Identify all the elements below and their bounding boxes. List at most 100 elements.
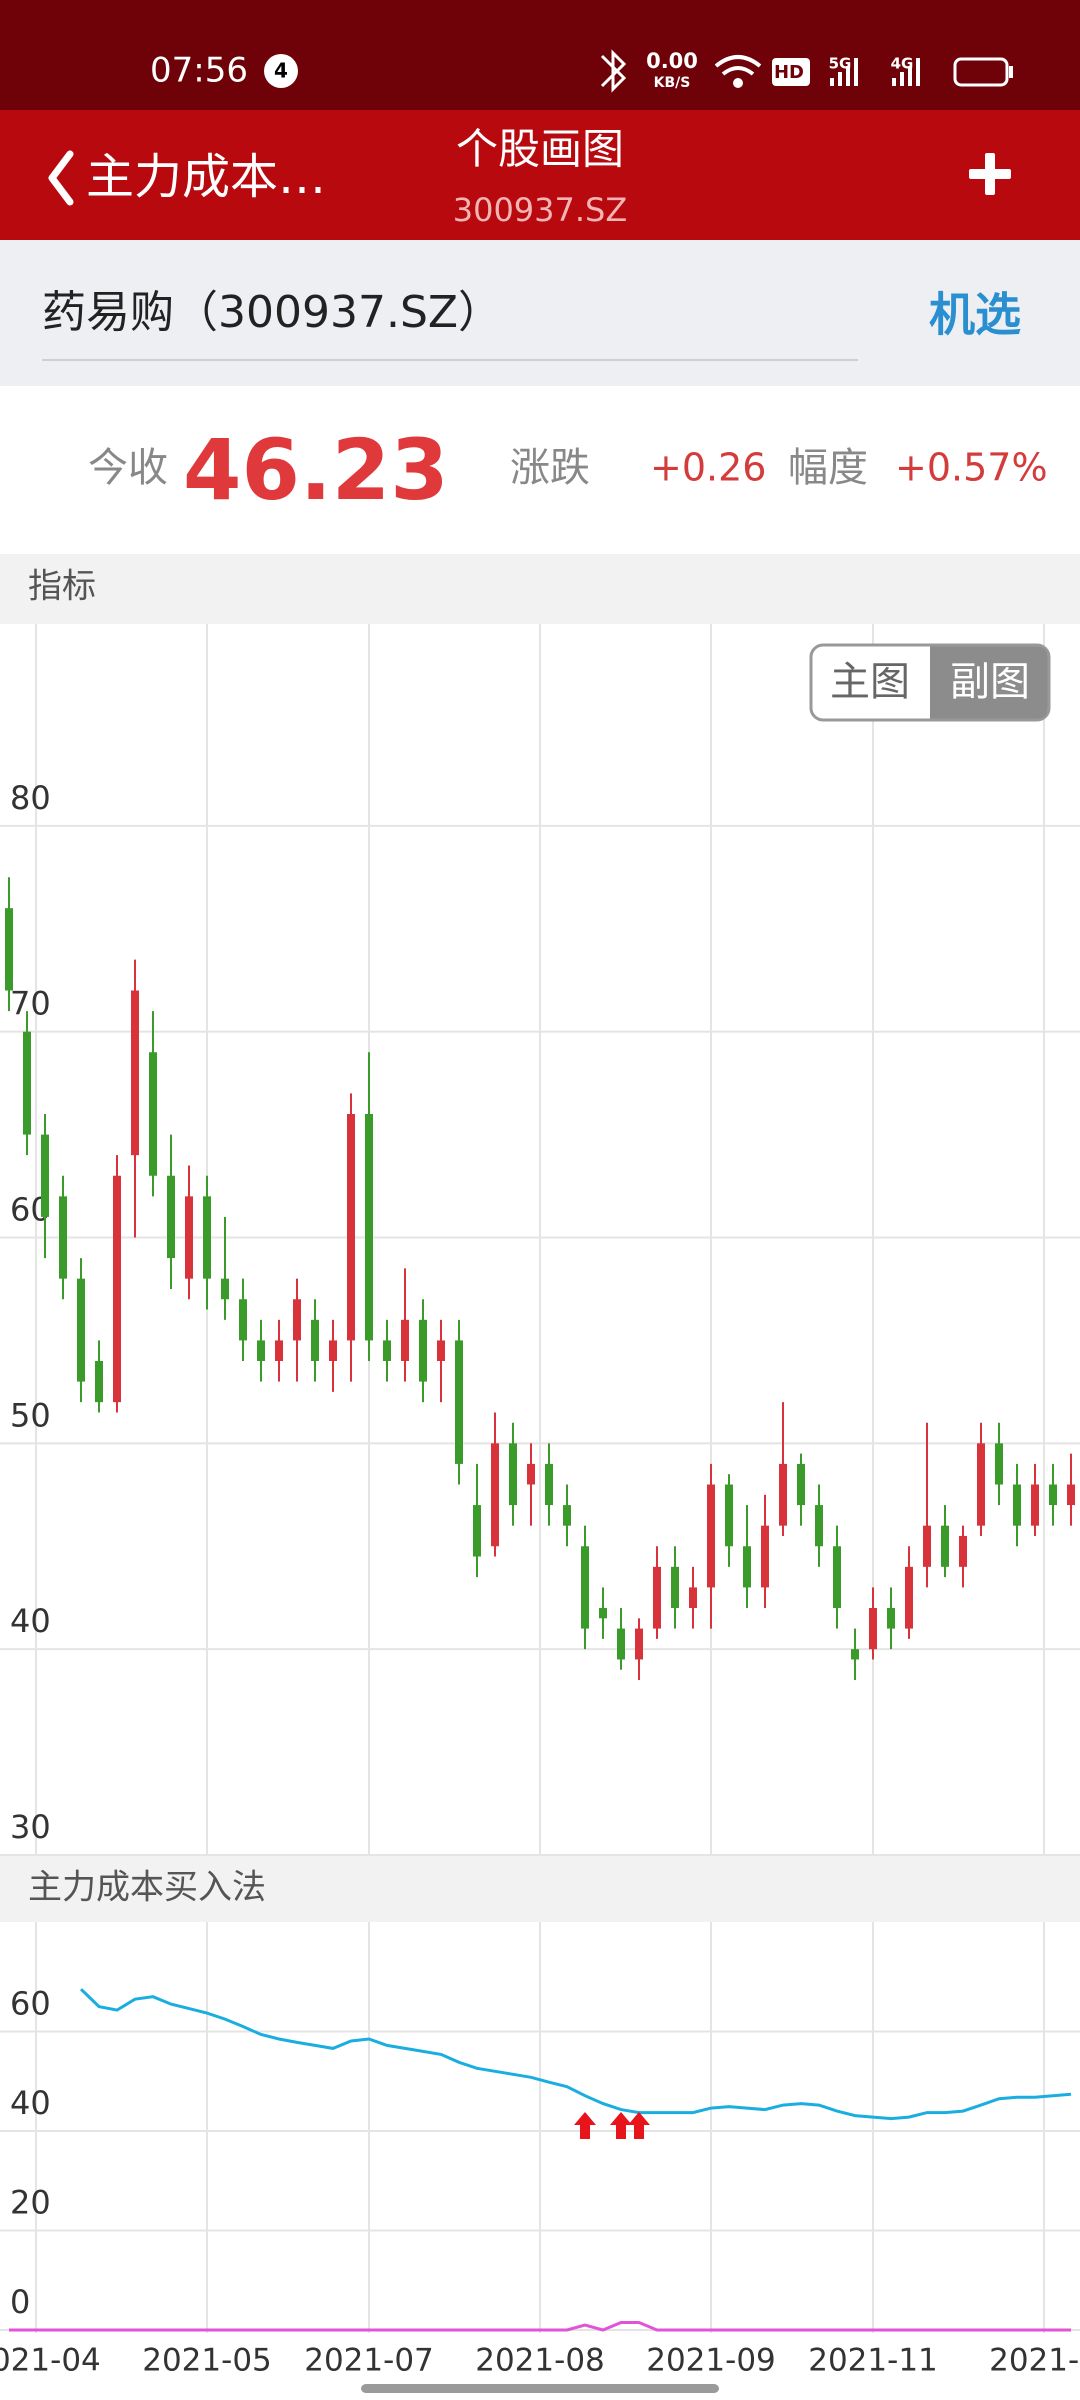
candle-body: [797, 1463, 805, 1506]
candle-body: [383, 1340, 391, 1361]
hd-label: HD: [774, 62, 804, 83]
pick-button[interactable]: 机选: [929, 288, 1021, 342]
x-tick-label: 2021-07: [304, 2343, 434, 2379]
buy-signal: [610, 2112, 632, 2139]
buy-signal: [574, 2112, 596, 2139]
candle-body: [437, 1340, 445, 1361]
plots: 3040506070800204060ZLCB:42.882:0.0002021…: [0, 624, 1080, 2379]
x-tick-label: 2021-05: [142, 2343, 272, 2379]
clock: 07:56: [150, 51, 248, 91]
signal-1: [830, 58, 858, 86]
range-value: +0.57%: [895, 446, 1048, 490]
header-bar: [0, 110, 1080, 240]
range-label: 幅度: [788, 445, 868, 491]
buy-signal: [628, 2112, 650, 2139]
candle-body: [1067, 1484, 1075, 1506]
x-tick-label: 2021-11: [808, 2343, 938, 2379]
candle-body: [275, 1340, 283, 1361]
candle-body: [851, 1649, 859, 1660]
close-price: 46.23: [183, 421, 449, 519]
candle-body: [527, 1463, 535, 1485]
candle-body: [689, 1587, 697, 1608]
page-title: 个股画图: [456, 125, 624, 174]
candle-body: [491, 1443, 499, 1547]
candle-body: [239, 1299, 247, 1341]
x-tick-label: 2021-1: [989, 2343, 1080, 2379]
y-tick-label: 0: [10, 2283, 30, 2321]
candle-body: [41, 1134, 49, 1217]
page-subtitle: 300937.SZ: [453, 191, 628, 229]
candle-body: [365, 1114, 373, 1341]
net-speed: 0.00: [646, 49, 698, 73]
candle-body: [1031, 1484, 1039, 1526]
candle-body: [635, 1628, 643, 1660]
candle-body: [473, 1505, 481, 1557]
candle-body: [455, 1340, 463, 1464]
y-tick-label: 40: [10, 1602, 51, 1640]
candle-body: [599, 1608, 607, 1619]
series-line: [9, 2321, 1071, 2332]
candle-body: [743, 1546, 751, 1588]
candle-body: [329, 1340, 337, 1361]
candle-body: [185, 1196, 193, 1279]
battery-tip: [1009, 66, 1013, 78]
candle-body: [671, 1566, 679, 1608]
candle-body: [923, 1525, 931, 1567]
candle-body: [887, 1608, 895, 1629]
y-tick-label: 50: [10, 1396, 51, 1434]
candle-body: [653, 1566, 661, 1629]
close-label: 今收: [88, 445, 168, 491]
candle-body: [347, 1114, 355, 1341]
candle-body: [833, 1546, 841, 1608]
network-type: 4G: [891, 55, 914, 73]
toggle-sub[interactable]: 副图: [950, 659, 1030, 705]
candle-body: [959, 1535, 967, 1567]
stock-name[interactable]: 药易购（300937.SZ）: [42, 287, 502, 338]
y-tick-label: 40: [10, 2084, 51, 2122]
candle-body: [581, 1546, 589, 1629]
net-speed-unit: KB/S: [654, 75, 691, 91]
section-label: 指标: [28, 567, 96, 607]
candle-body: [221, 1278, 229, 1300]
badge: 4: [274, 59, 288, 83]
x-tick-label: 2021-08: [475, 2343, 605, 2379]
candle-body: [995, 1443, 1003, 1485]
back-label[interactable]: 主力成本…: [86, 149, 326, 205]
candle-body: [761, 1525, 769, 1588]
candle-body: [77, 1278, 85, 1382]
candle-body: [203, 1196, 211, 1279]
change-value: +0.26: [650, 446, 766, 490]
candle-body: [1049, 1484, 1057, 1506]
wifi-icon: [714, 55, 762, 88]
signal-2: [892, 58, 920, 86]
y-tick-label: 60: [10, 1985, 51, 2023]
section-band: [0, 554, 1080, 624]
add-button[interactable]: [969, 153, 1011, 195]
candle-body: [509, 1443, 517, 1506]
change-label: 涨跌: [510, 445, 590, 491]
indicator-band: [0, 1856, 1080, 1922]
candle-body: [545, 1463, 553, 1506]
candle-body: [95, 1361, 103, 1403]
back-button[interactable]: [48, 150, 74, 206]
toggle-active: [930, 646, 1048, 719]
y-tick-label: 20: [10, 2184, 51, 2222]
candle-body: [5, 908, 13, 991]
badge-bg: [264, 54, 298, 88]
x-tick-label: 2021-09: [646, 2343, 776, 2379]
candle-body: [977, 1443, 985, 1526]
x-tick-label: 2021-04: [0, 2343, 101, 2379]
indicator-title: 主力成本买入法: [28, 1868, 266, 1908]
candle-body: [311, 1319, 319, 1361]
candle-body: [293, 1299, 301, 1341]
series-line: [79, 1988, 1072, 2121]
candle-body: [167, 1175, 175, 1259]
candle-body: [257, 1340, 265, 1361]
home-indicator[interactable]: [361, 2384, 719, 2393]
battery: [953, 57, 1009, 87]
toggle-main[interactable]: 主图: [830, 659, 910, 705]
candle-body: [779, 1463, 787, 1526]
status-bar: [0, 0, 1080, 110]
candle-body: [401, 1319, 409, 1361]
